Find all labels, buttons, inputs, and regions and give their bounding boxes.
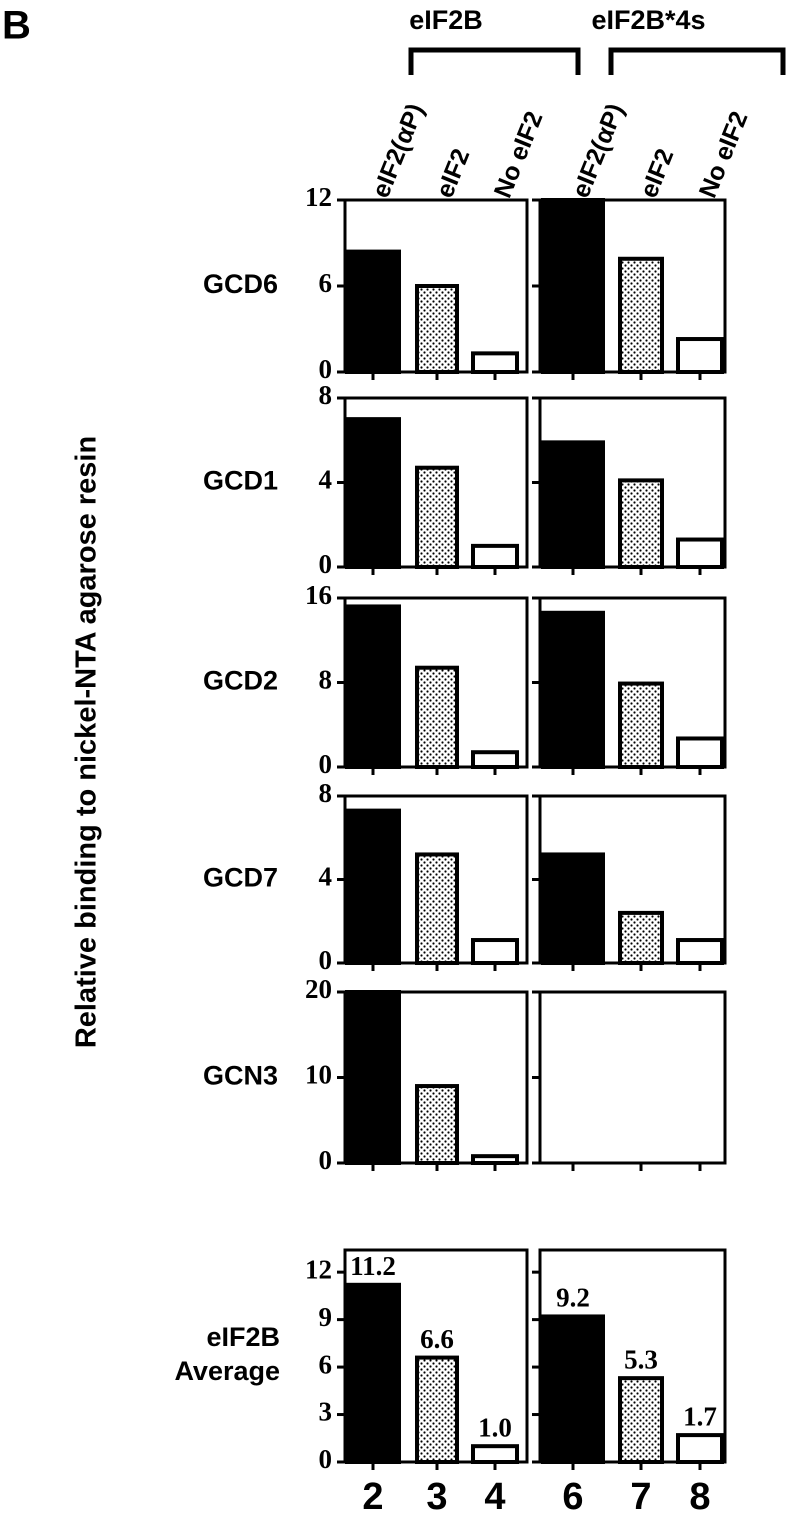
bar bbox=[676, 938, 724, 965]
condition-label: eIF2 bbox=[635, 145, 680, 202]
bar bbox=[618, 1376, 664, 1465]
bar bbox=[676, 736, 724, 770]
condition-label: eIF2(αP) bbox=[567, 100, 630, 202]
bracket bbox=[608, 47, 786, 75]
y-tick-label: 20 bbox=[305, 974, 332, 1004]
bar bbox=[676, 337, 724, 374]
bar bbox=[541, 610, 605, 769]
bar bbox=[471, 938, 519, 965]
row-title: GCD1 bbox=[203, 466, 278, 496]
y-tick-label: 3 bbox=[319, 1397, 333, 1427]
y-tick-label: 8 bbox=[319, 778, 333, 808]
row-title: GCD7 bbox=[203, 863, 278, 893]
lane-number: 2 bbox=[362, 1476, 383, 1518]
bar bbox=[415, 852, 459, 966]
y-tick-label: 12 bbox=[305, 1254, 332, 1284]
y-tick-label: 4 bbox=[319, 465, 333, 495]
row-title: GCD6 bbox=[203, 269, 278, 299]
value-label: 1.0 bbox=[478, 1412, 512, 1442]
lane-number: 8 bbox=[689, 1476, 710, 1518]
y-tick-label: 8 bbox=[319, 380, 333, 410]
bar bbox=[471, 543, 519, 569]
bar bbox=[541, 198, 605, 374]
panel-frame bbox=[343, 794, 529, 965]
bar bbox=[345, 604, 401, 770]
condition-label: No eIF2 bbox=[694, 108, 754, 202]
lane-number: 4 bbox=[484, 1476, 505, 1518]
y-tick-label: 6 bbox=[319, 268, 333, 298]
panel-frame bbox=[538, 794, 727, 965]
bar bbox=[471, 1444, 519, 1464]
y-tick-label: 0 bbox=[319, 945, 333, 975]
y-tick-label: 0 bbox=[319, 1444, 333, 1474]
bracket bbox=[408, 47, 581, 75]
lane-number: 3 bbox=[426, 1476, 447, 1518]
value-label: 5.3 bbox=[624, 1344, 658, 1374]
bar bbox=[618, 910, 664, 966]
y-tick-label: 4 bbox=[319, 862, 333, 892]
bar bbox=[415, 284, 459, 374]
bar bbox=[345, 808, 401, 965]
y-tick-label: 12 bbox=[305, 182, 332, 212]
bar bbox=[345, 249, 401, 375]
panel-frame bbox=[538, 396, 727, 569]
panel-frame bbox=[538, 990, 727, 1165]
value-label: 11.2 bbox=[350, 1251, 396, 1281]
condition-label: eIF2(αP) bbox=[367, 100, 430, 202]
y-tick-label: 0 bbox=[319, 749, 333, 779]
y-tick-label: 0 bbox=[319, 549, 333, 579]
y-tick-label: 6 bbox=[319, 1349, 333, 1379]
y-tick-label: 9 bbox=[319, 1302, 333, 1332]
lane-number: 7 bbox=[630, 1476, 651, 1518]
y-tick-label: 16 bbox=[305, 580, 332, 610]
lane-number: 6 bbox=[562, 1476, 583, 1518]
condition-label: eIF2 bbox=[431, 145, 476, 202]
panel-label: B bbox=[2, 4, 31, 48]
bar bbox=[676, 537, 724, 569]
bar bbox=[415, 1084, 459, 1166]
condition-label: No eIF2 bbox=[489, 108, 549, 202]
row-title: GCN3 bbox=[203, 1061, 278, 1091]
bar bbox=[541, 440, 605, 569]
bar bbox=[541, 852, 605, 966]
panel-frame bbox=[343, 990, 529, 1165]
y-tick-label: 10 bbox=[305, 1060, 332, 1090]
row-title: Average bbox=[174, 1356, 280, 1386]
panel-frame bbox=[538, 198, 727, 374]
value-label: 9.2 bbox=[556, 1283, 590, 1313]
row-title: eIF2B bbox=[206, 1322, 280, 1352]
bar bbox=[415, 665, 459, 770]
bar bbox=[415, 465, 459, 569]
bar bbox=[618, 256, 664, 374]
panel-frame bbox=[538, 596, 727, 769]
y-tick-label: 0 bbox=[319, 354, 333, 384]
bar bbox=[345, 990, 401, 1165]
panel-frame bbox=[343, 198, 529, 374]
y-tick-label: 8 bbox=[319, 665, 333, 695]
group-label: eIF2B*4s bbox=[591, 5, 705, 35]
panel-frame bbox=[343, 396, 529, 569]
panel-frame bbox=[343, 596, 529, 769]
bar bbox=[471, 351, 519, 375]
bar bbox=[618, 681, 664, 770]
y-tick-label: 0 bbox=[319, 1145, 333, 1175]
value-label: 1.7 bbox=[683, 1401, 717, 1431]
panel-frame bbox=[538, 1248, 727, 1464]
bar bbox=[676, 1433, 724, 1465]
bar bbox=[541, 1314, 605, 1464]
value-label: 6.6 bbox=[420, 1324, 454, 1354]
group-label: eIF2B bbox=[409, 5, 483, 35]
y-axis-label: Relative binding to nickel-NTA agarose r… bbox=[71, 436, 103, 1048]
bar bbox=[618, 478, 664, 570]
panel-frame bbox=[343, 1248, 529, 1464]
bar bbox=[471, 750, 519, 770]
bar bbox=[345, 1282, 401, 1465]
bar bbox=[345, 417, 401, 569]
row-title: GCD2 bbox=[203, 666, 278, 696]
bar bbox=[415, 1355, 459, 1464]
